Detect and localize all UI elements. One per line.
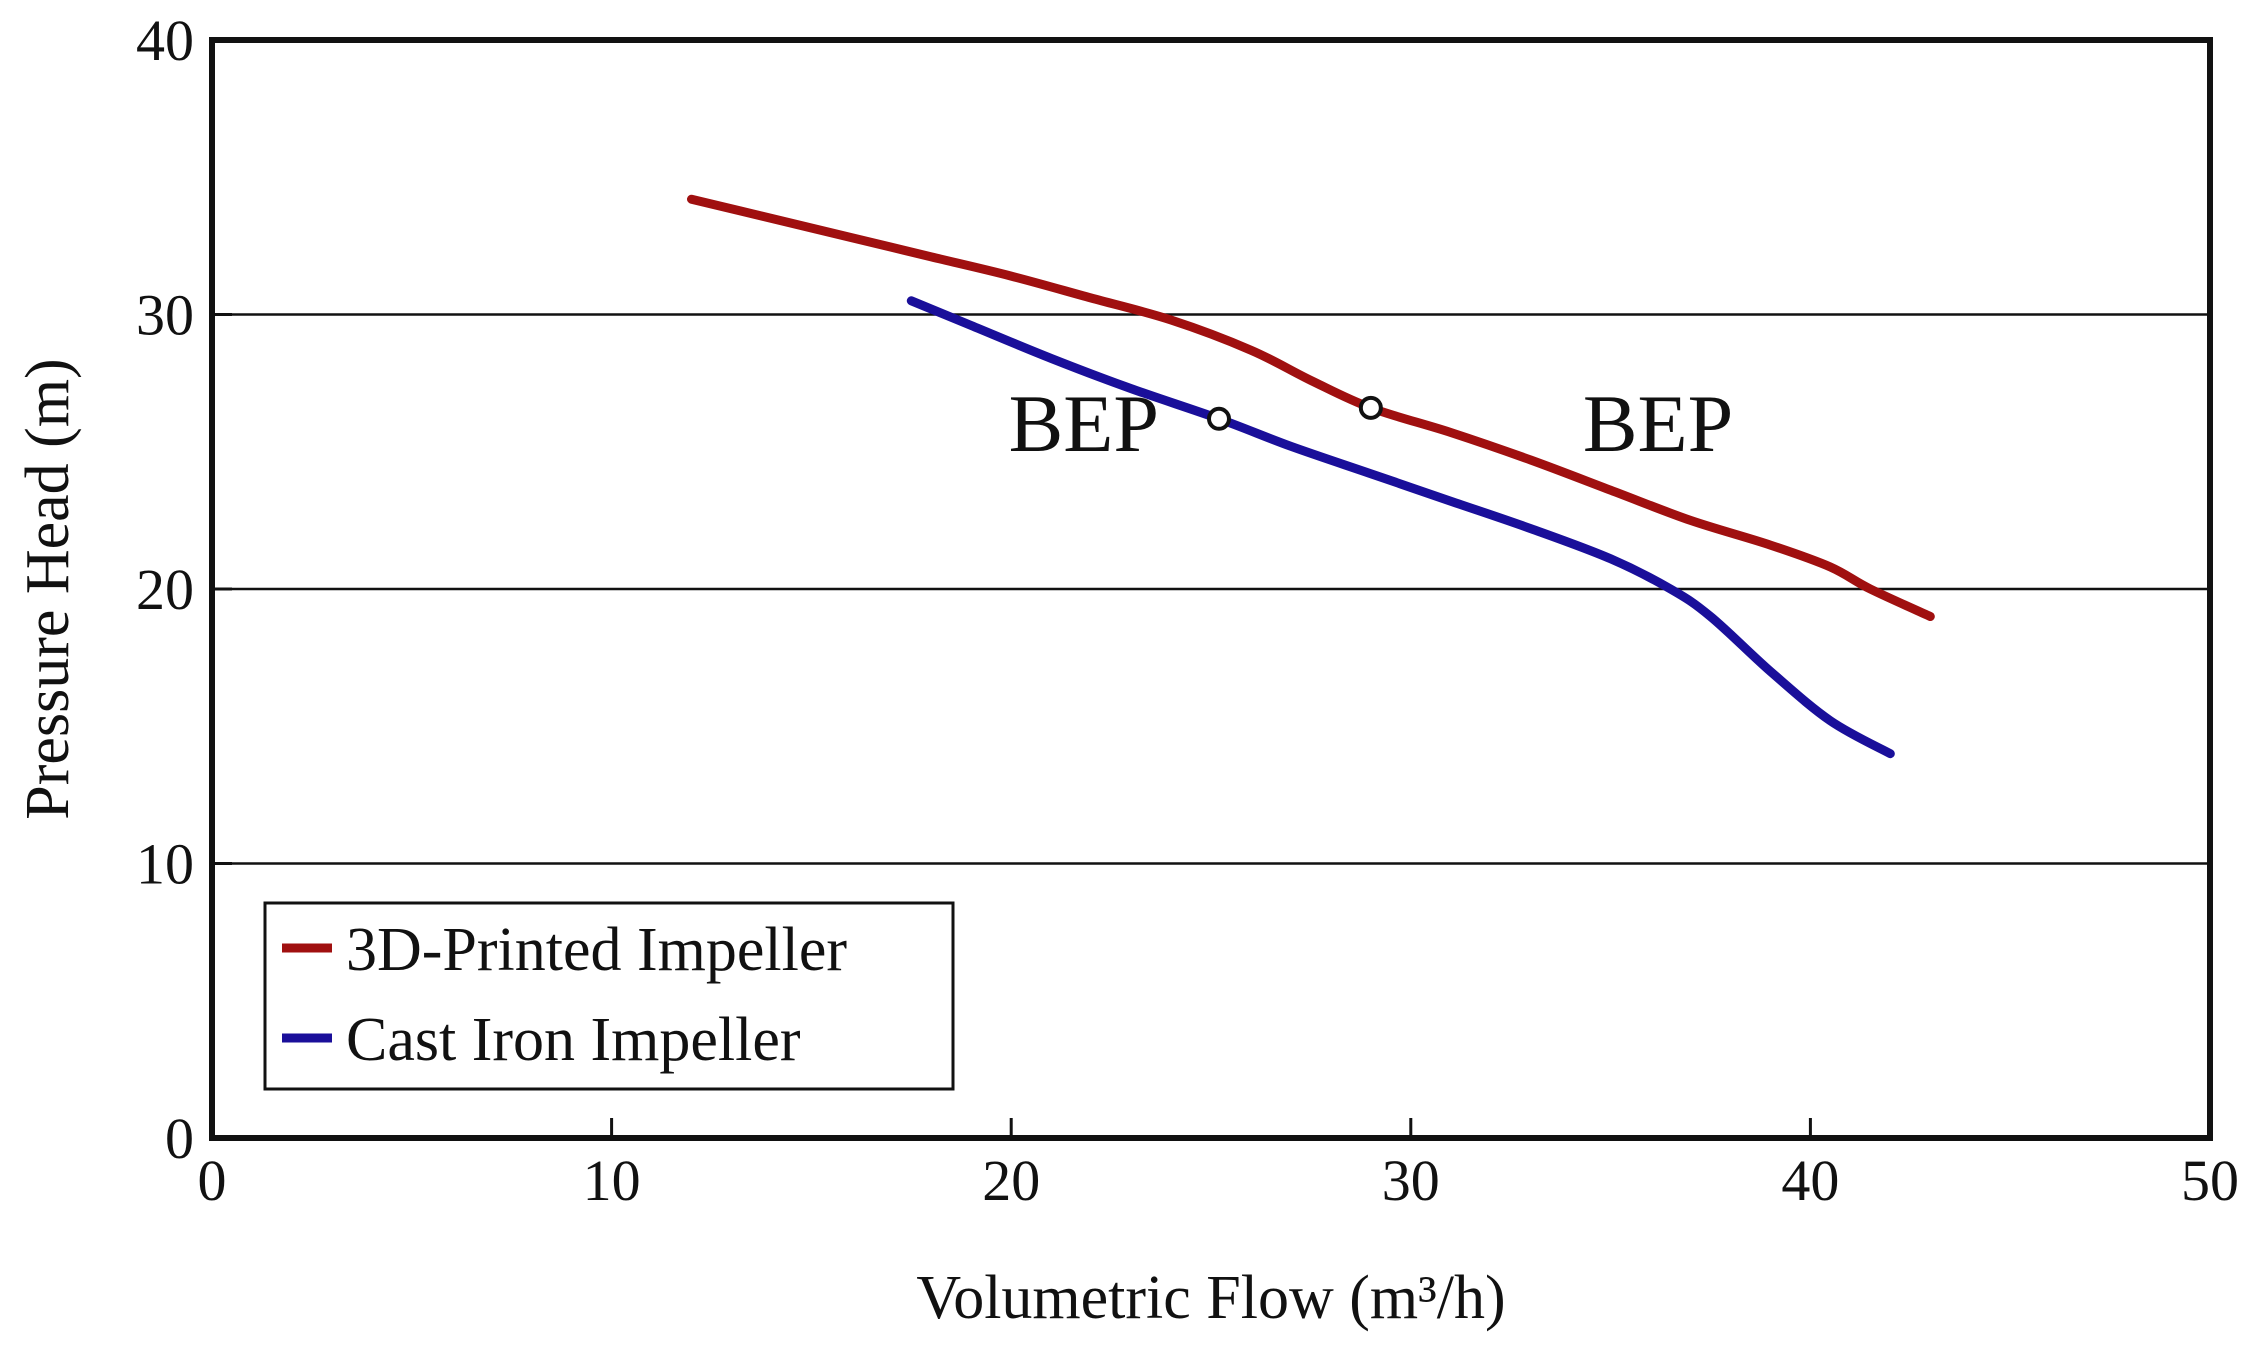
bep-label-3d-printed: BEP: [1583, 378, 1733, 469]
bep-label-cast-iron: BEP: [1009, 378, 1159, 469]
grid-layer: [212, 313, 2210, 865]
series-layer: [687, 194, 1935, 759]
ticks-layer: 0 10 20 30 40 50 0 10 20 30 40: [136, 8, 2239, 1213]
legend-label-3d-printed: 3D-Printed Impeller: [346, 916, 847, 984]
series-line-3d-printed: [687, 194, 1935, 621]
y-tick-label-30: 30: [136, 283, 194, 348]
legend-box: [263, 901, 955, 1091]
bep-marker-cast-iron: [1206, 406, 1231, 431]
x-tick-label-10: 10: [583, 1148, 641, 1213]
y-axis-title: Pressure Head (m): [14, 358, 82, 819]
y-tick-label-0: 0: [165, 1106, 194, 1171]
legend-label-cast-iron: Cast Iron Impeller: [346, 1006, 801, 1074]
x-tick-label-40: 40: [1781, 1148, 1839, 1213]
bep-marker-3d-printed: [1358, 395, 1383, 420]
y-tick-label-40: 40: [136, 8, 194, 73]
bep-layer: BEP BEP: [1009, 378, 1734, 469]
legend: 3D-Printed Impeller Cast Iron Impeller: [263, 901, 955, 1091]
y-tick-label-10: 10: [136, 832, 194, 897]
y-tick-label-20: 20: [136, 557, 194, 622]
x-tick-label-20: 20: [982, 1148, 1040, 1213]
x-tick-label-30: 30: [1382, 1148, 1440, 1213]
series-line-cast-iron: [906, 296, 1895, 759]
x-tick-label-0: 0: [198, 1148, 227, 1213]
x-tick-label-50: 50: [2181, 1148, 2239, 1213]
x-axis-title: Volumetric Flow (m³/h): [916, 1264, 1505, 1332]
